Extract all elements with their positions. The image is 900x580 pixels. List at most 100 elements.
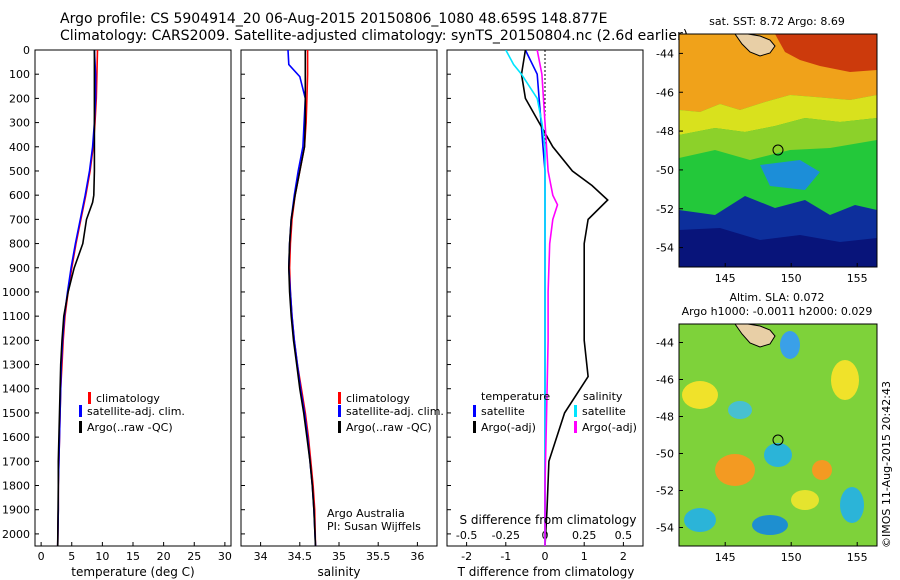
y-tick-label: 1500 — [2, 407, 30, 420]
lon-tick-label: 155 — [847, 272, 868, 285]
x-tick-label: 10 — [95, 550, 109, 563]
sst-hot-band — [775, 34, 877, 72]
sst-map-panel: sat. SST: 8.72 Argo: 8.69 -44 -46 -48 -50 -5… — [656, 15, 878, 285]
x-tick-label: 5 — [68, 550, 75, 563]
legend-label-argo: Argo(..raw -QC) — [346, 421, 432, 434]
y-tick-label: 500 — [9, 165, 30, 178]
lat-tick-label: -48 — [656, 125, 674, 138]
legend-title-salinity: salinity — [583, 390, 623, 403]
sst-cool-patch — [760, 160, 820, 190]
y-tick-label: 300 — [9, 117, 30, 130]
lon-tick-label: 150 — [781, 551, 802, 564]
t-difference-axis-label: T difference from climatology — [457, 565, 635, 579]
y-tick-label: 1000 — [2, 286, 30, 299]
lon-tick-label: 155 — [847, 551, 868, 564]
legend-label-satellite: satellite-adj. clim. — [346, 405, 444, 418]
salinity-legend: climatology satellite-adj. clim. Argo(..… — [338, 392, 444, 434]
imos-credit: ©IMOS 11-Aug-2015 20:42:43 — [880, 381, 893, 548]
sst-deep-cold — [679, 228, 877, 267]
y-tick-label: 400 — [9, 141, 30, 154]
x-tick-label: -0.5 — [456, 529, 477, 542]
salinity-plot-frame — [240, 49, 438, 547]
temperature-profile-lines — [56, 50, 99, 546]
legend-swatch-argo — [79, 421, 82, 433]
lat-tick-label: -46 — [656, 86, 674, 99]
salinity-profile-lines — [287, 50, 317, 546]
argo-australia-credit: Argo Australia — [327, 507, 405, 520]
pi-credit: PI: Susan Wijffels — [327, 520, 421, 533]
lat-tick-label: -44 — [656, 337, 674, 350]
x-tick-label: 34.5 — [288, 550, 313, 563]
temperature-panel: 0100200300400500600700800900100011001200… — [2, 44, 232, 579]
x-tick-label: 34 — [254, 550, 268, 563]
lat-tick-label: -44 — [656, 47, 674, 60]
sla-blob-blue-1 — [780, 331, 800, 359]
y-tick-label: 1300 — [2, 359, 30, 372]
lat-tick-label: -46 — [656, 374, 674, 387]
x-tick-label: 15 — [126, 550, 140, 563]
legend-swatch-t-satellite — [473, 405, 476, 417]
y-tick-label: 2000 — [2, 528, 30, 541]
y-tick-label: 1200 — [2, 334, 30, 347]
legend-swatch-satellite — [79, 405, 82, 417]
x-tick-label: 0 — [542, 550, 549, 563]
sla-map-panel: Altim. SLA: 0.072 Argo h1000: -0.0011 h2… — [656, 291, 893, 564]
legend-swatch-s-argo — [574, 421, 577, 433]
tasmania-land — [734, 324, 776, 348]
y-tick-label: 800 — [9, 238, 30, 251]
y-tick-label: 1600 — [2, 431, 30, 444]
lat-tick-label: -48 — [656, 411, 674, 424]
sla-blob-yellow-1 — [682, 381, 718, 409]
depth-axis-ticks: 0 100 200 300 400 500 600 700 800 900 1000 1100 1200… — [2, 44, 39, 541]
lon-tick-label: 150 — [781, 272, 802, 285]
lat-tick-label: -54 — [656, 242, 674, 255]
sla-blob-cyan-5 — [728, 401, 752, 419]
salinity-axis-ticks: 34 34.5 35 35.5 36 — [254, 542, 424, 563]
y-tick-label: 1900 — [2, 504, 30, 517]
profile-line-3 — [536, 50, 559, 546]
y-tick-label: 1700 — [2, 455, 30, 468]
salinity-axis-label: salinity — [317, 565, 360, 579]
y-tick-label: 1800 — [2, 480, 30, 493]
x-tick-label: -2 — [461, 550, 472, 563]
sla-blob-cyan-3 — [752, 515, 788, 535]
lat-tick-label: -54 — [656, 522, 674, 535]
temperature-plot-frame — [34, 49, 232, 547]
y-tick-label: 1100 — [2, 310, 30, 323]
legend-label-climatology: climatology — [346, 392, 410, 405]
profile-line-2 — [287, 50, 317, 546]
lat-tick-label: -50 — [656, 448, 674, 461]
x-tick-label: 30 — [218, 550, 232, 563]
sla-blob-orange-2 — [812, 460, 832, 480]
sla-blob-yellow-3 — [791, 490, 819, 510]
x-tick-label: 0 — [38, 550, 45, 563]
y-tick-label: 600 — [9, 189, 30, 202]
sla-blob-cyan-4 — [840, 487, 864, 523]
sla-blob-cyan-1 — [764, 443, 792, 467]
x-tick-label: 1 — [581, 550, 588, 563]
legend-label-s-argo: Argo(-adj) — [582, 421, 637, 434]
salinity-depth-tickmarks — [241, 49, 245, 535]
t-difference-axis-ticks: -2 -1 0 1 2 — [461, 542, 627, 563]
difference-legend: temperature salinity satellite Argo(-adj… — [473, 390, 637, 434]
sst-map-frame — [678, 33, 878, 268]
legend-label-satellite: satellite-adj. clim. — [87, 405, 185, 418]
x-tick-label: 20 — [157, 550, 171, 563]
s-difference-axis-ticks: -0.5 -0.25 0 0.25 0.5 — [456, 529, 633, 542]
y-tick-label: 100 — [9, 68, 30, 81]
argo-float-marker — [772, 434, 784, 446]
x-tick-label: -0.25 — [492, 529, 520, 542]
sst-yellow-band — [679, 95, 877, 135]
sst-longitude-ticks: 145 150 155 — [715, 263, 868, 285]
legend-label-climatology: climatology — [96, 392, 160, 405]
difference-profile-lines — [505, 50, 609, 546]
figure-title-line1: Argo profile: CS 5904914_20 06-Aug-2015 … — [60, 11, 608, 27]
sla-blob-orange-1 — [715, 454, 755, 486]
legend-swatch-argo — [338, 421, 341, 433]
x-tick-label: 0.5 — [615, 529, 633, 542]
temperature-legend: climatology satellite-adj. clim. Argo(..… — [79, 392, 185, 434]
x-tick-label: 25 — [187, 550, 201, 563]
legend-swatch-climatology — [338, 392, 341, 404]
legend-title-temperature: temperature — [481, 390, 550, 403]
legend-swatch-climatology — [88, 392, 91, 404]
